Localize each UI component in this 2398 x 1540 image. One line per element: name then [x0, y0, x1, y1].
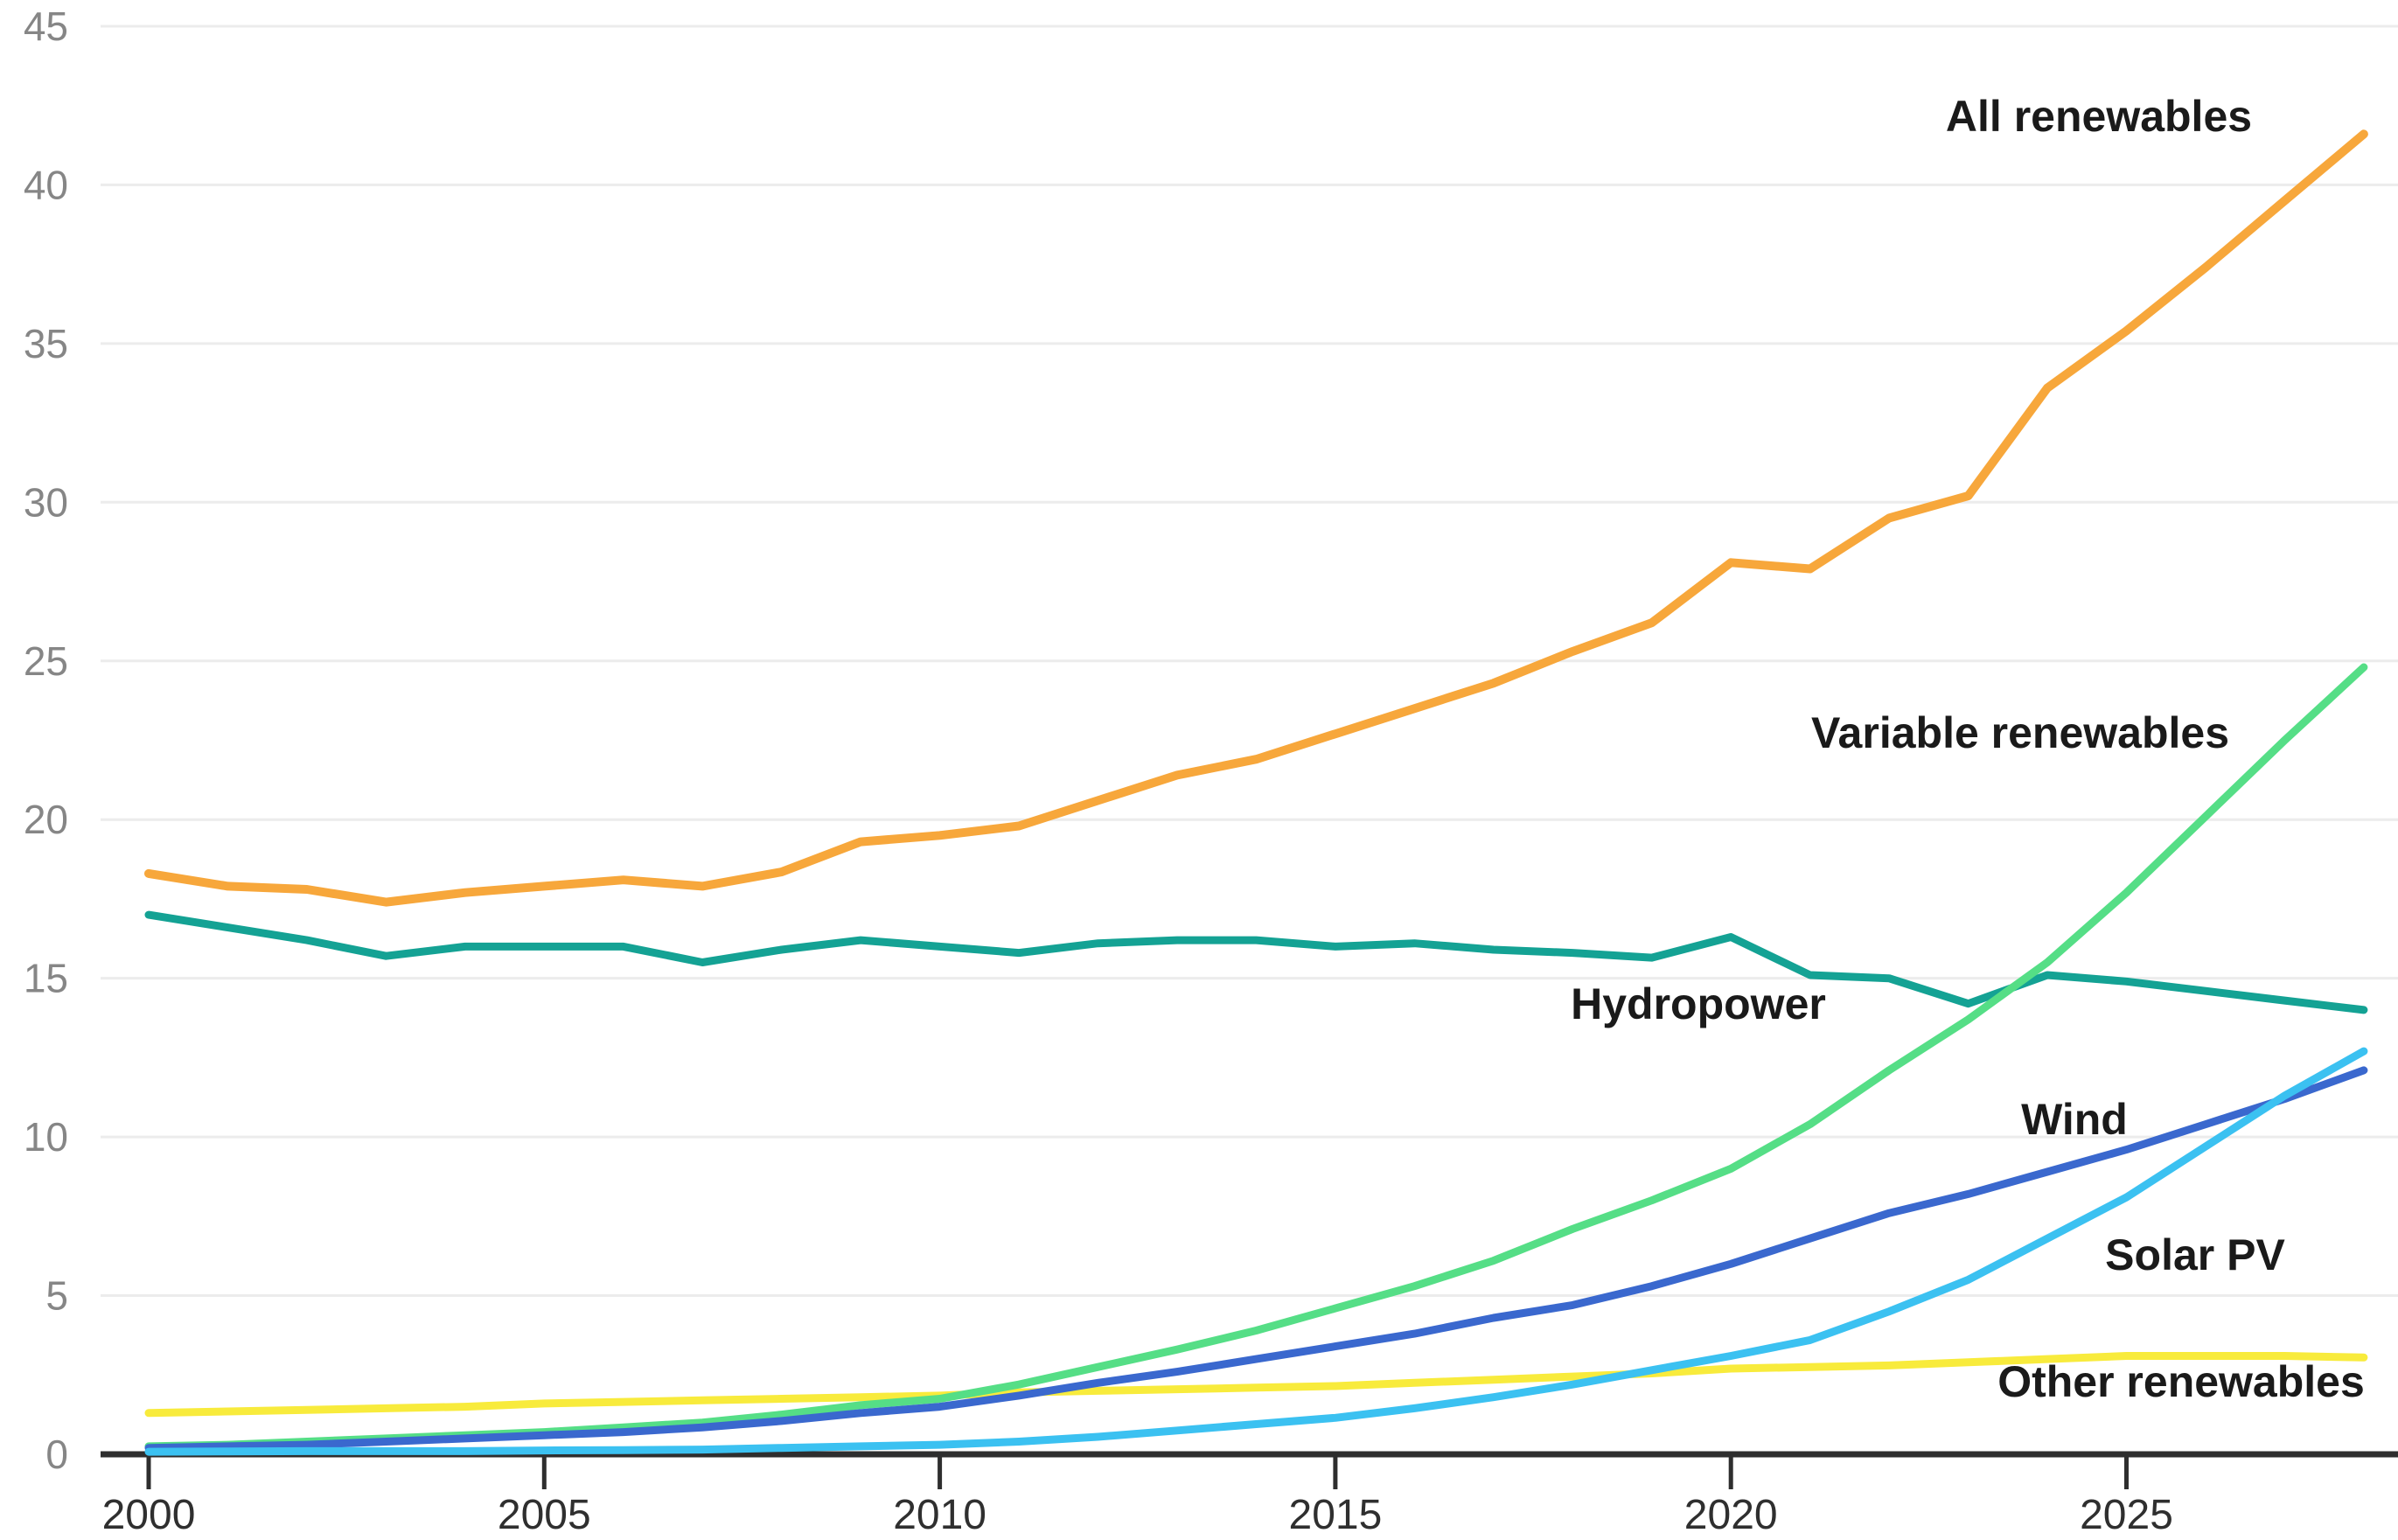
y-tick-label-40: 40: [24, 162, 68, 207]
y-tick-label-25: 25: [24, 638, 68, 684]
y-tick-label-20: 20: [24, 797, 68, 842]
x-tick-label-2020: 2020: [1684, 1492, 1778, 1538]
y-tick-label-15: 15: [24, 956, 68, 1001]
series-line-all-renewables: [144, 129, 2368, 907]
y-tick-label-0: 0: [45, 1432, 68, 1477]
series-label-other-renewables: Other renewables: [1997, 1357, 2365, 1406]
x-tick-label-2005: 2005: [498, 1492, 591, 1538]
y-tick-label-5: 5: [45, 1273, 68, 1319]
series-label-hydropower: Hydropower: [1571, 979, 1826, 1028]
y-tick-label-30: 30: [24, 479, 68, 525]
series-line-wind: [144, 1066, 2368, 1453]
series-labels: All renewables Variable renewables Hydropo…: [1571, 92, 2365, 1406]
x-tick-labels: 2000 2005 2010 2015 2020 2025: [102, 1492, 2173, 1538]
series-label-all-renewables: All renewables: [1946, 92, 2252, 141]
y-tick-labels: 0 5 10 15 20 25 30 35 40 45: [24, 3, 68, 1477]
y-tick-label-35: 35: [24, 321, 68, 366]
x-tick-label-2025: 2025: [2080, 1492, 2173, 1538]
series-line-hydropower: [144, 910, 2368, 1014]
series-lines: [144, 129, 2368, 1456]
x-tick-label-2010: 2010: [893, 1492, 986, 1538]
series-label-variable-renewables: Variable renewables: [1811, 708, 2229, 757]
x-axis: [101, 1451, 2398, 1489]
gridlines: [101, 24, 2398, 1298]
x-tick-label-2015: 2015: [1289, 1492, 1383, 1538]
series-line-variable-renewables: [144, 663, 2368, 1451]
series-line-solar-pv: [144, 1047, 2368, 1456]
series-label-solar-pv: Solar PV: [2105, 1230, 2285, 1279]
y-tick-label-10: 10: [24, 1114, 68, 1160]
y-tick-label-45: 45: [24, 3, 68, 49]
series-line-other-renewables: [144, 1352, 2368, 1418]
series-label-wind: Wind: [2021, 1095, 2128, 1144]
x-tick-label-2000: 2000: [102, 1492, 196, 1538]
